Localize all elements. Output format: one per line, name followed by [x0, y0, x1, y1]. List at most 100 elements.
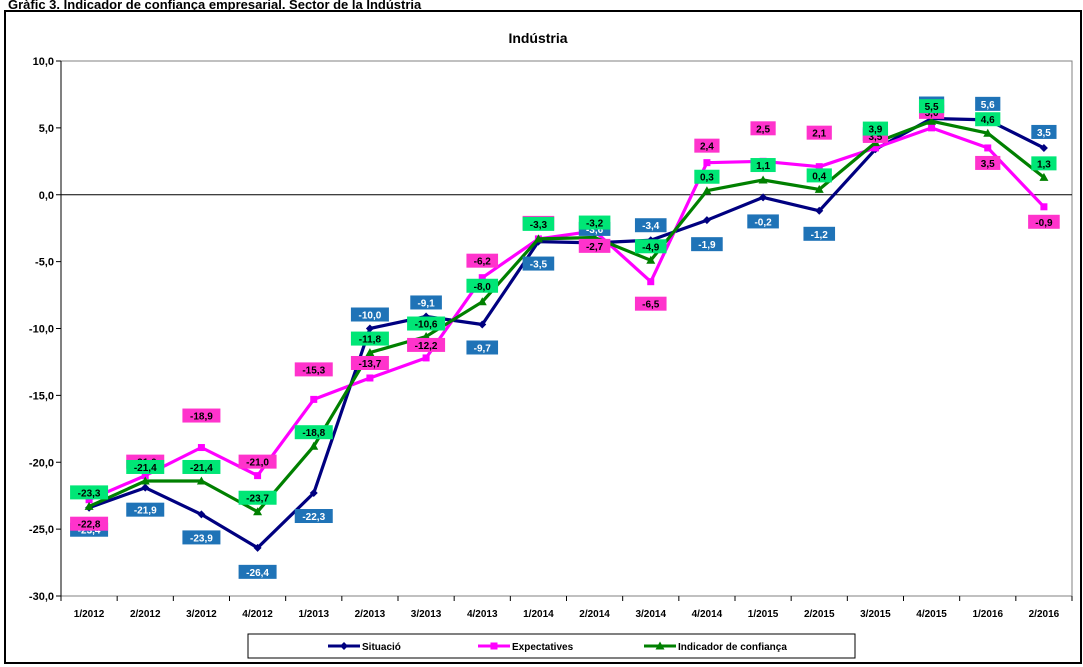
data-label-group: -4,9: [634, 239, 667, 254]
data-label: 2,5: [756, 124, 770, 135]
data-label: -8,0: [474, 282, 492, 293]
data-label: -22,3: [302, 512, 325, 523]
data-label-bg: [410, 295, 442, 310]
data-label-group: 4,6: [975, 112, 1001, 127]
series-point: [477, 297, 487, 306]
axes: -30,0 -25,0 -20,0 -15,0 -10,0 -5,0 0,0 5,0 10,0 1…: [29, 56, 1073, 620]
series-point: [141, 483, 150, 492]
data-label-bg: [182, 459, 221, 474]
series-point: [1040, 203, 1048, 211]
series-point: [365, 324, 374, 333]
data-label: -21,4: [190, 463, 213, 474]
data-label-bg: [522, 256, 555, 271]
data-label: -11,8: [359, 335, 382, 346]
data-label: -2,7: [586, 242, 604, 253]
plot-area: [60, 60, 1073, 597]
data-label: -3,3: [530, 220, 548, 231]
data-label-bg: [238, 454, 277, 469]
series-point: [85, 496, 93, 504]
data-label: -18,8: [302, 428, 325, 439]
x-tick-label: 2/2012: [130, 609, 161, 620]
x-tick-label: 1/2012: [74, 609, 105, 620]
data-label: 1,1: [756, 161, 770, 172]
series-point: [815, 206, 824, 215]
data-label-bg: [578, 238, 611, 253]
x-tick-label: 2/2013: [355, 609, 386, 620]
x-tick-label: 3/2015: [860, 609, 891, 620]
series-point: [140, 476, 150, 485]
series-point: [759, 193, 768, 202]
series-point: [647, 278, 655, 286]
data-label-group: -6,2: [466, 253, 499, 268]
data-label-bg: [182, 408, 221, 423]
y-tick-label: -25,0: [29, 524, 54, 536]
series-point: [1039, 143, 1048, 152]
series-point: [478, 274, 486, 282]
x-tick-label: 2/2014: [579, 609, 610, 620]
data-label-bg: [238, 564, 277, 579]
data-label-group: -10,6: [407, 316, 446, 331]
data-label-bg: [975, 155, 1001, 170]
data-label: -21,9: [134, 506, 157, 517]
series-point: [310, 395, 318, 403]
data-label-group: 2,4: [694, 138, 720, 153]
series-point: [702, 216, 711, 225]
data-label-bg: [238, 490, 277, 505]
data-label-bg: [750, 121, 776, 136]
series-point: [197, 444, 205, 452]
data-label: -10,6: [415, 320, 438, 331]
data-label: -12,2: [415, 341, 438, 352]
header-strip: Gràfic 3. Indicador de confiança empresa…: [8, 0, 422, 10]
series-point: [84, 501, 94, 510]
chart-title: Indústria: [508, 30, 567, 46]
data-label-group: -1,2: [803, 226, 836, 241]
data-label: -10,0: [359, 311, 382, 322]
series-line-1: [88, 126, 1046, 502]
data-label-group: 1,3: [1031, 156, 1057, 171]
data-label: 5,6: [981, 100, 995, 111]
series-point: [422, 354, 430, 362]
data-label-bg: [126, 502, 165, 517]
data-label-group: 1,1: [750, 158, 776, 173]
series-point: [702, 186, 712, 195]
y-tick-label: -20,0: [29, 457, 54, 469]
data-label-bg: [578, 215, 611, 230]
x-tick-label: 4/2015: [916, 609, 947, 620]
y-tick-label: -5,0: [35, 257, 54, 269]
legend-label: Expectatives: [512, 642, 574, 653]
legend-marker: [655, 641, 665, 650]
data-label: -1,2: [811, 230, 829, 241]
data-label: 0,4: [812, 171, 826, 182]
data-label-bg: [806, 125, 832, 140]
data-label-bg: [70, 516, 109, 531]
series-point: [478, 320, 487, 329]
data-label: 4,6: [981, 115, 995, 126]
data-label: 3,5: [1037, 128, 1051, 139]
series-point: [927, 116, 937, 125]
y-tick-label: 10,0: [33, 56, 54, 68]
x-tick-label: 3/2013: [411, 609, 442, 620]
data-label-bg: [862, 121, 889, 136]
x-tick-label: 1/2015: [748, 609, 779, 620]
x-tick-label: 1/2016: [972, 609, 1003, 620]
data-label-bg: [466, 340, 499, 355]
data-label: -23,3: [78, 488, 101, 499]
data-label: -4,9: [642, 242, 660, 253]
data-label-group: -13,7: [350, 355, 389, 370]
y-tick-label: 5,0: [39, 123, 54, 135]
data-label: -0,9: [1035, 218, 1053, 229]
data-label-group: -11,8: [350, 331, 389, 346]
data-labels: -23,4 -21,9 -23,9 -26,4 -22,3 -10,0 -9,1 -9,7 -3…: [70, 96, 1060, 579]
data-label-bg: [1031, 156, 1057, 171]
data-label-bg: [694, 169, 720, 184]
data-label-bg: [634, 218, 667, 233]
data-label-bg: [294, 362, 333, 377]
data-label-group: -9,1: [410, 295, 442, 310]
data-label: 3,9: [868, 125, 882, 136]
data-label-group: -22,8: [70, 516, 109, 531]
data-label: 5,0: [925, 108, 939, 119]
series-point: [253, 543, 262, 552]
legend-label: Situació: [362, 642, 401, 653]
data-label-group: -9,7: [466, 340, 499, 355]
data-label: -6,2: [474, 257, 492, 268]
